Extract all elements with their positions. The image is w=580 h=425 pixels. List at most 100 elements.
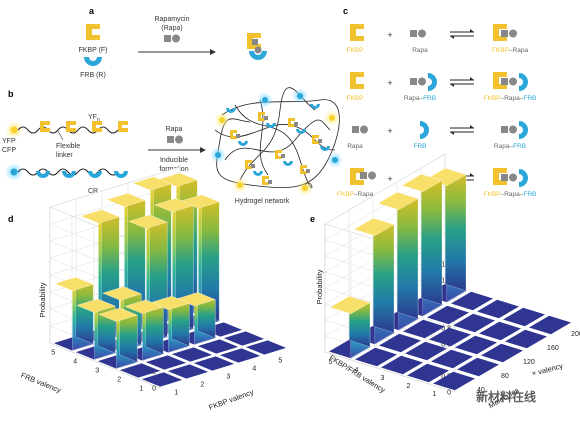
floor-tile [197,339,239,354]
probability-bar [180,194,220,328]
floor-tile [451,291,493,311]
x-tick-label: 160 [547,345,559,352]
rapa-square-icon [501,78,508,85]
floor-tile [505,329,547,349]
flexible-label-1: Flexible [56,143,80,150]
rapa-abbr-label: (Rapa) [161,25,182,32]
left-species-label: Rapa [347,143,363,150]
z-axis-label: Probability [38,282,47,317]
plus-sign: + [387,174,392,184]
rapa-circle-icon [418,77,426,86]
rapa-circle-icon [509,125,517,134]
frb-icon [519,121,528,139]
probability-bar [353,217,395,345]
floor-tile [145,355,187,370]
y-tick-label: 3 [95,368,99,375]
left-species-label: FKBP [347,47,364,54]
reverse-arrow-head [450,132,454,135]
rapa-square-icon [360,172,367,179]
floor-tile [403,319,445,339]
floor-tile [455,335,497,355]
rapa-circle-icon [509,77,517,86]
rapa-square-icon [410,30,417,37]
floor-tile [481,343,523,363]
probability-bar [377,191,419,331]
frb-label: FRB (R) [80,72,106,79]
rapa-square-icon [501,126,508,133]
y-tick-label: 1 [139,386,143,393]
product-label: FKBP–Rapa–FRB [484,191,537,198]
yfp-label: YFP [2,138,16,145]
floor-tile [407,363,449,383]
z-tick-label: 0.6 [441,342,451,349]
floor-tile [167,364,209,379]
y-tick-label: 5 [328,359,332,366]
rapa-circle-icon [418,29,426,38]
panel-b-letter: b [8,89,14,99]
yf-n-label: YFn [88,114,100,123]
y-tick-label: 5 [51,350,55,357]
x-axis-label: FKBP valency [208,387,255,412]
product-label: Rapa–FRB [494,143,526,150]
watermark-text: 新材料在线 [476,389,536,404]
floor-tile [429,327,471,347]
y-tick-label: 1 [432,391,436,398]
rapa-square-icon [501,174,508,181]
forward-arrow-head [470,29,474,32]
middle-species-label: FRB [414,143,427,150]
probability-bar [98,307,138,369]
rapa-square-icon [352,126,359,133]
reaction-row: + Rapa FRB Rapa–FRB [347,121,528,150]
y-tick-label: 4 [354,367,358,374]
floor-tile [193,356,235,371]
x-tick-label: 4 [252,365,256,372]
hydrogel-network [210,87,343,196]
y-axis-label: FRB valency [20,371,63,395]
x-tick-label: 80 [501,373,509,380]
floor-tile [141,372,183,387]
floor-tile [245,340,287,355]
yfp-dot [10,126,18,134]
inducible-label-1: Inducible [160,157,188,164]
floor-tile [223,331,265,346]
y-tick-label: 4 [73,359,77,366]
floor-tile [379,333,421,353]
rapa-square-icon [501,30,508,37]
x-tick-label: 120 [523,359,535,366]
formation-arrow-head [200,147,206,153]
plus-sign: + [387,126,392,136]
rapa-square-icon [410,78,417,85]
panel-d-letter: d [8,214,14,224]
x-axis-label-valency: × valency [531,361,564,378]
panel-c-letter: c [343,6,348,16]
fkbp-icon [350,72,364,89]
floor-tile [355,347,397,367]
rapa-circle-icon [509,173,517,182]
x-tick-label: 1 [174,389,178,396]
rapa-circle-icon [360,125,368,134]
x-tick-label: 40 [477,387,485,394]
floor-tile [381,355,423,375]
flexible-pointer [57,130,64,141]
floor-tile [529,315,571,335]
cfp-dot [10,168,18,176]
y-tick-label: 2 [117,377,121,384]
floor-tile [119,363,161,378]
yf-chain-units [40,121,128,132]
floor-tile [405,341,447,361]
rapa-label-b: Rapa [166,126,183,133]
rapa-circle-b [175,135,183,144]
fkbp-rapa-frb-complex [247,33,267,60]
frb-icon [420,121,429,139]
rapa-square-b [167,136,174,143]
panel-e-letter: e [310,214,315,224]
flexible-label-2: linker [56,152,73,159]
probability-bar [54,276,94,351]
bar-plot-d: 00.20.40.60.81.01.21.41.61234512345Proba… [20,166,287,412]
z-gridline [49,166,181,253]
probability-bar [124,299,164,361]
rapa-circle-icon [368,171,376,180]
y-tick-label: 3 [380,375,384,382]
cfp-label: CFP [2,147,16,154]
x-tick-label: 5 [278,357,282,364]
